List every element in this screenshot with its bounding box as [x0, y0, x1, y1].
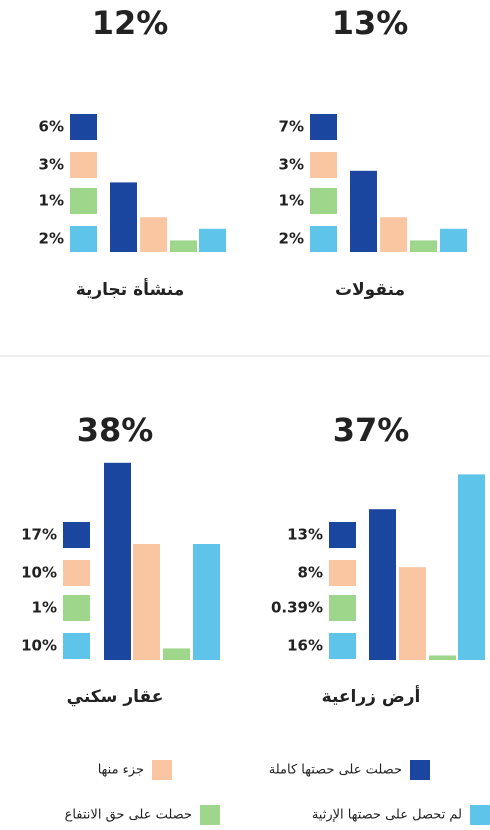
- legend-swatch: [152, 760, 172, 780]
- bar: [140, 217, 167, 252]
- legend-label: لم تحصل على حصتها الإرثية: [312, 808, 462, 823]
- bar: [440, 228, 467, 252]
- panel-total: 13%: [332, 4, 409, 42]
- value-label: 0.39%: [271, 599, 323, 617]
- value-label: 3%: [39, 156, 64, 174]
- value-label: 1%: [32, 599, 57, 617]
- legend-swatch: [329, 522, 356, 548]
- bar: [133, 544, 160, 660]
- legend-swatch: [63, 522, 90, 548]
- bar: [170, 240, 197, 252]
- value-label: 13%: [287, 526, 323, 544]
- bar: [163, 648, 190, 660]
- legend-swatch: [329, 560, 356, 586]
- legend-label: حصلت على حق الانتفاع: [65, 808, 192, 823]
- legend-swatch: [63, 560, 90, 586]
- value-label: 1%: [39, 192, 64, 210]
- value-label: 3%: [279, 156, 304, 174]
- bar: [399, 567, 426, 660]
- value-label: 1%: [279, 192, 304, 210]
- value-label: 2%: [39, 230, 64, 248]
- legend-label: حصلت على حصتها كاملة: [269, 763, 402, 778]
- value-label: 17%: [21, 526, 57, 544]
- legend-swatch: [329, 633, 356, 659]
- panel-label: منشأة تجارية: [76, 278, 185, 300]
- value-label: 7%: [279, 118, 304, 136]
- legend-swatch: [200, 805, 220, 825]
- bar: [110, 182, 137, 252]
- bar: [199, 228, 226, 252]
- legend-swatch: [410, 760, 430, 780]
- legend-swatch: [329, 595, 356, 621]
- panel-total: 38%: [77, 411, 154, 449]
- panel-label: عقار سكني: [67, 687, 164, 707]
- legend-swatch: [63, 633, 90, 659]
- panel-total: 37%: [333, 411, 410, 449]
- legend-swatch: [63, 595, 90, 621]
- legend-swatch: [310, 152, 337, 178]
- legend-swatch: [70, 152, 97, 178]
- bar: [193, 544, 220, 660]
- bar: [380, 217, 407, 252]
- bar: [429, 655, 456, 660]
- panel-label: منقولات: [335, 280, 405, 300]
- legend-swatch: [310, 188, 337, 214]
- legend-swatch: [70, 226, 97, 252]
- legend-swatch: [310, 226, 337, 252]
- legend-swatch: [70, 114, 97, 140]
- legend-swatch: [470, 805, 490, 825]
- value-label: 10%: [21, 564, 57, 582]
- legend-label: جزء منها: [98, 763, 144, 778]
- panel-label: أرض زراعية: [322, 685, 421, 707]
- value-label: 16%: [287, 637, 323, 655]
- bar: [350, 170, 377, 252]
- bar: [369, 509, 396, 660]
- legend-swatch: [310, 114, 337, 140]
- value-label: 6%: [39, 118, 64, 136]
- panel-total: 12%: [92, 4, 169, 42]
- value-label: 8%: [298, 564, 323, 582]
- bar: [410, 240, 437, 252]
- bar: [104, 462, 131, 660]
- legend-swatch: [70, 188, 97, 214]
- value-label: 10%: [21, 637, 57, 655]
- bar: [458, 474, 485, 660]
- value-label: 2%: [279, 230, 304, 248]
